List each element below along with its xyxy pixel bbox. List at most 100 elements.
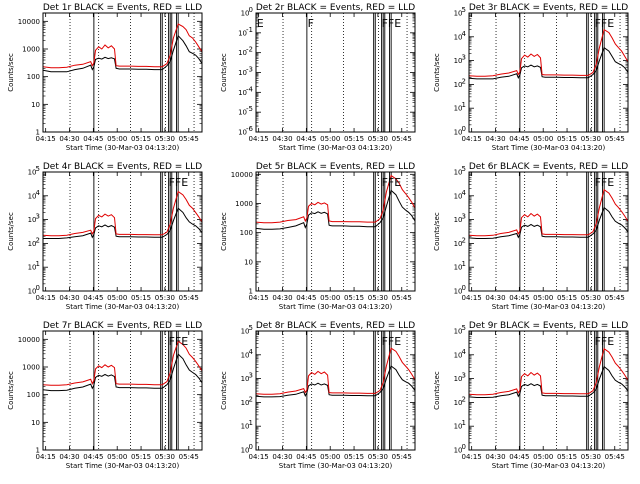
y-tick-label: 10	[238, 109, 247, 117]
y-tick-label: 10	[454, 216, 463, 224]
x-tick-label: 04:45	[509, 453, 529, 461]
y-tick-label: 10	[31, 101, 40, 109]
y-tick-label: 10	[241, 351, 250, 359]
x-tick-label: 05:30	[581, 294, 601, 302]
panel-9: Det 9r BLACK = Events, RED = LLD Counts/s…	[433, 321, 629, 470]
x-axis-label: Start Time (30-Mar-03 04:13:20)	[66, 462, 180, 470]
series-events-line	[469, 46, 628, 80]
plot-frame	[42, 12, 203, 133]
x-tick-label: 04:15	[462, 135, 482, 143]
x-tick-label: 04:45	[83, 135, 103, 143]
y-tick-label: 10	[244, 258, 253, 266]
x-tick-label: 05:30	[155, 135, 175, 143]
y-tick-exponent: -4	[246, 85, 254, 93]
y-tick-exponent: 5	[462, 6, 466, 14]
x-tick-label: 05:30	[368, 135, 388, 143]
x-tick-label: 05:45	[605, 453, 625, 461]
x-axis-label: Start Time (30-Mar-03 04:13:20)	[66, 144, 180, 152]
y-tick-exponent: 1	[462, 419, 466, 427]
y-tick-label: 10	[454, 328, 463, 336]
y-tick-label: 10	[454, 57, 463, 65]
y-tick-exponent: 0	[36, 284, 40, 292]
y-tick-exponent: 0	[249, 6, 253, 14]
x-tick-label: 04:30	[272, 135, 292, 143]
y-tick-label: 10	[454, 399, 463, 407]
x-tick-label: 05:00	[107, 453, 127, 461]
x-tick-label: 05:45	[179, 135, 199, 143]
y-tick-label: 10	[454, 288, 463, 296]
y-tick-label: 10	[454, 423, 463, 431]
flag-label: FFE	[595, 17, 615, 30]
series-lld-line	[43, 340, 202, 386]
plot-frame	[255, 171, 416, 292]
y-tick-label: 10	[238, 29, 247, 37]
x-axis-label: Start Time (30-Mar-03 04:13:20)	[492, 303, 606, 311]
panel-2: Det 2r BLACK = Events, RED = LLD Counts/s…	[220, 3, 416, 152]
x-tick-label: 04:30	[272, 453, 292, 461]
y-axis-label: Counts/sec	[433, 212, 441, 251]
y-axis-label: Counts/sec	[433, 53, 441, 92]
x-tick-label: 04:15	[36, 135, 56, 143]
y-axis-label: Counts/sec	[220, 371, 228, 410]
x-axis-label: Start Time (30-Mar-03 04:13:20)	[279, 462, 393, 470]
panel-7: Det 7r BLACK = Events, RED = LLD Counts/s…	[7, 321, 203, 470]
plot-frame	[468, 330, 629, 451]
y-tick-exponent: 5	[36, 165, 40, 173]
y-tick-exponent: 1	[462, 260, 466, 268]
y-tick-exponent: 5	[462, 165, 466, 173]
y-tick-exponent: -5	[246, 105, 253, 113]
y-tick-label: 1	[36, 129, 40, 137]
y-tick-label: 1	[36, 447, 40, 455]
y-tick-label: 10	[28, 216, 37, 224]
y-tick-label: 10	[454, 351, 463, 359]
panel-title: Det 4r BLACK = Events, RED = LLD	[43, 162, 202, 172]
x-axis-label: Start Time (30-Mar-03 04:13:20)	[279, 303, 393, 311]
x-tick-label: 05:00	[320, 135, 340, 143]
y-tick-exponent: 0	[462, 443, 466, 451]
y-tick-label: 10000	[231, 171, 253, 179]
x-tick-label: 04:15	[36, 453, 56, 461]
y-tick-exponent: -2	[246, 46, 253, 54]
y-axis-label: Counts/sec	[433, 371, 441, 410]
series-events-line	[469, 365, 628, 398]
flag-label: FFE	[382, 17, 402, 30]
x-tick-label: 04:45	[296, 135, 316, 143]
y-tick-label: 10	[454, 447, 463, 455]
x-tick-label: 04:30	[59, 294, 79, 302]
x-tick-label: 05:00	[107, 294, 127, 302]
y-tick-exponent: 4	[249, 348, 254, 356]
y-axis-label: Counts/sec	[220, 53, 228, 92]
x-tick-label: 04:45	[83, 294, 103, 302]
x-tick-label: 05:15	[557, 135, 577, 143]
x-tick-label: 05:45	[605, 294, 625, 302]
x-tick-label: 04:30	[485, 294, 505, 302]
flag-label: FFE	[169, 176, 189, 189]
x-tick-label: 04:45	[296, 294, 316, 302]
x-tick-label: 04:15	[249, 453, 269, 461]
y-tick-label: 10	[241, 399, 250, 407]
x-tick-label: 05:45	[605, 135, 625, 143]
panel-title: Det 3r BLACK = Events, RED = LLD	[469, 3, 628, 13]
x-tick-label: 04:15	[249, 294, 269, 302]
y-tick-label: 100	[27, 73, 40, 81]
y-tick-exponent: 5	[462, 324, 466, 332]
x-tick-label: 05:45	[392, 453, 412, 461]
y-tick-exponent: 3	[462, 213, 466, 221]
x-tick-label: 05:00	[107, 135, 127, 143]
y-tick-label: 10	[454, 105, 463, 113]
panel-title: Det 8r BLACK = Events, RED = LLD	[256, 321, 415, 331]
series-events-line	[43, 34, 202, 73]
y-tick-exponent: 1	[462, 101, 466, 109]
x-tick-label: 05:45	[179, 294, 199, 302]
y-tick-label: 10	[28, 264, 37, 272]
x-tick-label: 04:30	[485, 135, 505, 143]
y-tick-exponent: 4	[36, 189, 41, 197]
series-events-line	[469, 206, 628, 239]
x-tick-label: 05:30	[155, 294, 175, 302]
plot-frame	[42, 171, 203, 292]
x-tick-label: 04:30	[272, 294, 292, 302]
panel-5: Det 5r BLACK = Events, RED = LLD Counts/s…	[220, 162, 416, 311]
y-tick-label: 10	[238, 89, 247, 97]
y-tick-label: 10	[28, 240, 37, 248]
